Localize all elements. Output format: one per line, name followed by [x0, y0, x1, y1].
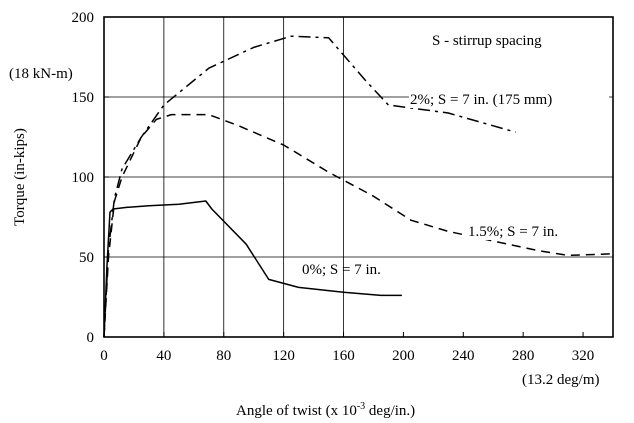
- x-tick-label-280: 280: [512, 348, 535, 364]
- x-tick-label-120: 120: [272, 348, 295, 364]
- x-tick-label-0: 0: [100, 348, 108, 364]
- label-mask-2pct: [409, 90, 609, 108]
- x-axis-title-exponent: -3: [357, 401, 365, 412]
- x-tick-label-160: 160: [332, 348, 355, 364]
- y-axis-title: Torque (in-kips): [12, 128, 28, 226]
- label-mask-1-5pct: [466, 223, 601, 240]
- legend-note: S - stirrup spacing: [432, 33, 542, 49]
- y-unit-note: (18 kN-m): [9, 66, 73, 82]
- x-tick-label-200: 200: [392, 348, 415, 364]
- y-tick-label-150: 150: [72, 90, 95, 106]
- x-tick-label-320: 320: [572, 348, 595, 364]
- y-tick-label-50: 50: [79, 250, 94, 266]
- x-tick-label-80: 80: [216, 348, 231, 364]
- series-label-1-5pct: 1.5%; S = 7 in.: [468, 224, 558, 240]
- series-line-0pct: [103, 200, 402, 338]
- series-lines: [103, 35, 614, 338]
- x-axis-title-base: Angle of twist (x 10: [236, 403, 357, 419]
- series-line-1-5pct: [103, 113, 614, 338]
- y-tick-label-200: 200: [72, 10, 95, 26]
- x-unit-note: (13.2 deg/m): [522, 372, 599, 388]
- grid-lines: [104, 17, 613, 337]
- series-label-0pct: 0%; S = 7 in.: [302, 262, 381, 278]
- x-tick-label-240: 240: [452, 348, 475, 364]
- x-tick-label-40: 40: [156, 348, 171, 364]
- y-tick-label-100: 100: [72, 170, 95, 186]
- y-tick-label-0: 0: [87, 330, 95, 346]
- x-axis-title: Angle of twist (x 10-3 deg/in.): [236, 401, 415, 419]
- series-label-2pct: 2%; S = 7 in. (175 mm): [410, 92, 552, 108]
- series-line-2pct: [103, 35, 516, 338]
- tick-labels: 0 40 80 120 160 200 240 280 320 0 50 100 150 200: [72, 10, 595, 364]
- x-axis-title-tail: deg/in.): [365, 403, 415, 419]
